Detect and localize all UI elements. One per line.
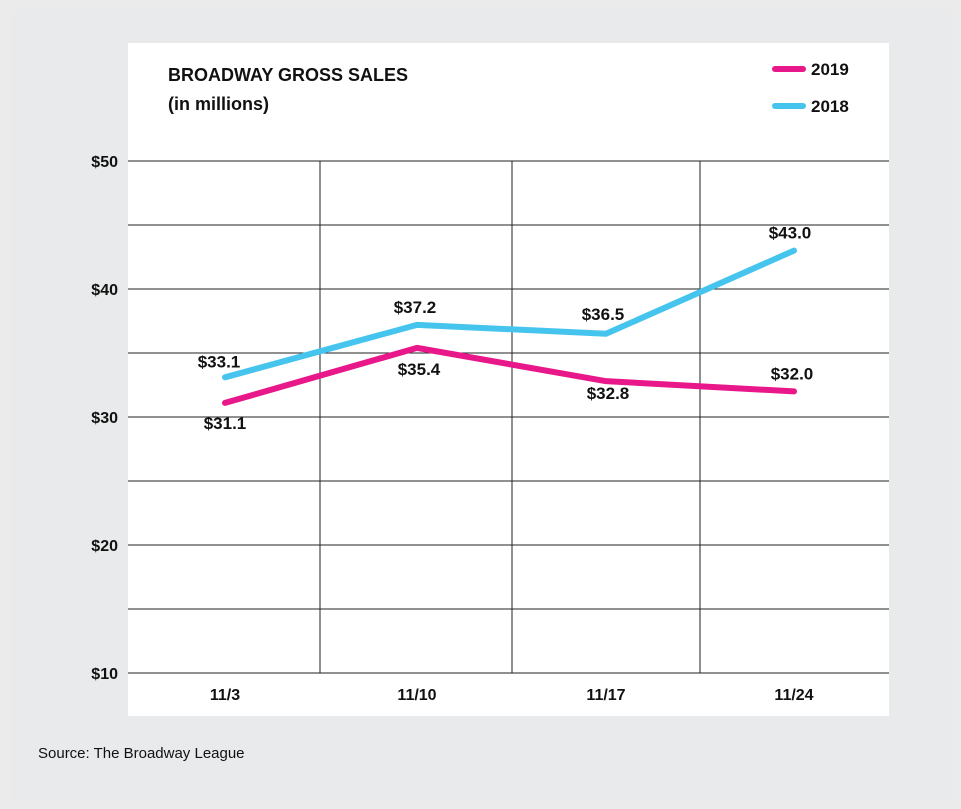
legend: 2019 2018 [772,60,849,116]
y-tick-label: $10 [91,666,118,683]
line-chart: $10 $20 $30 $40 $50 11/3 11/10 11/17 11/24 $33.1… [91,43,889,716]
series-line-2018 [222,247,797,381]
series-line-2019 [222,344,797,406]
grid [128,160,889,674]
y-tick-label: $50 [91,154,118,171]
data-label-2018: $43.0 [769,224,812,243]
y-tick-label: $20 [91,538,118,555]
y-tick-label: $40 [91,282,118,299]
data-labels: $33.1 $37.2 $36.5 $43.0 $31.1 $35.4 $32.8 $32.0 [198,224,814,433]
data-label-2019: $32.8 [587,384,630,403]
data-label-2019: $35.4 [398,360,441,379]
data-label-2019: $32.0 [771,364,814,383]
source-note: Source: The Broadway League [38,745,245,762]
data-label-2018: $37.2 [394,298,437,317]
axis-labels: $10 $20 $30 $40 $50 11/3 11/10 11/17 11/24 [91,154,813,704]
y-tick-label: $30 [91,410,118,427]
plot-background [128,43,889,716]
chart-title: BROADWAY GROSS SALES [168,65,408,85]
x-tick-label: 11/17 [586,687,625,704]
data-label-2018: $33.1 [198,352,241,371]
legend-label-2019: 2019 [811,60,849,79]
legend-label-2018: 2018 [811,97,849,116]
series [222,247,797,406]
x-tick-label: 11/3 [210,687,240,704]
chart-subtitle: (in millions) [168,94,269,114]
data-label-2018: $36.5 [582,305,625,324]
x-tick-label: 11/24 [774,687,813,704]
data-label-2019: $31.1 [204,414,247,433]
x-tick-label: 11/10 [397,687,436,704]
